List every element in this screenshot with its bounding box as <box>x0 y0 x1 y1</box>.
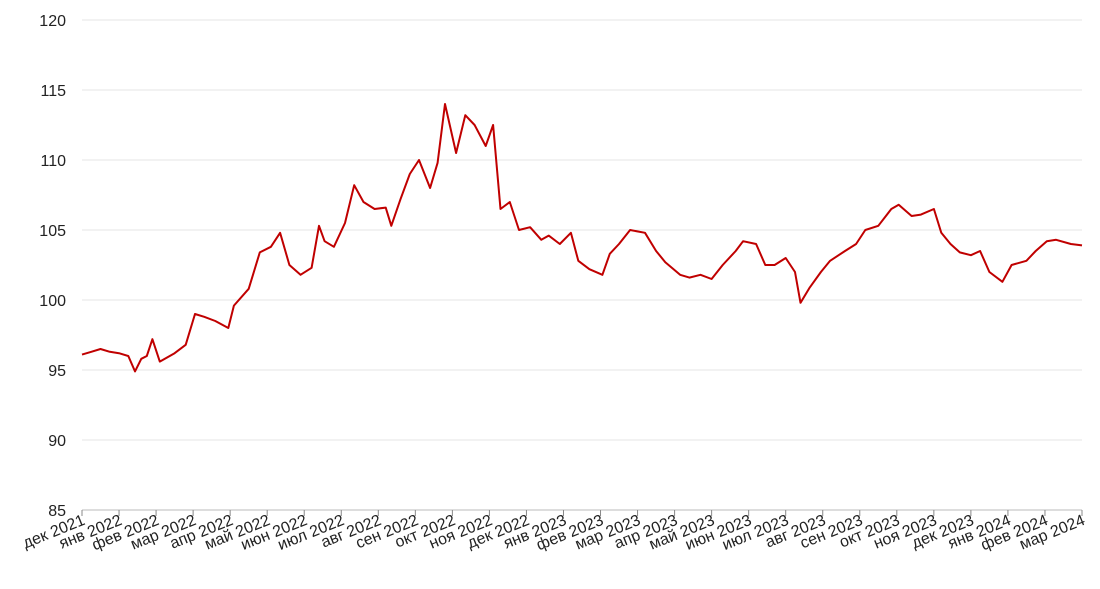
y-tick-label: 85 <box>48 503 66 520</box>
line-series <box>81 103 1083 373</box>
y-tick-label: 105 <box>39 223 66 240</box>
y-tick-label: 110 <box>40 153 66 170</box>
y-tick-label: 120 <box>39 13 66 30</box>
y-tick-label: 100 <box>39 293 66 310</box>
y-tick-label: 95 <box>48 363 66 380</box>
y-tick-label: 115 <box>40 83 66 100</box>
y-tick-label: 90 <box>48 433 66 450</box>
